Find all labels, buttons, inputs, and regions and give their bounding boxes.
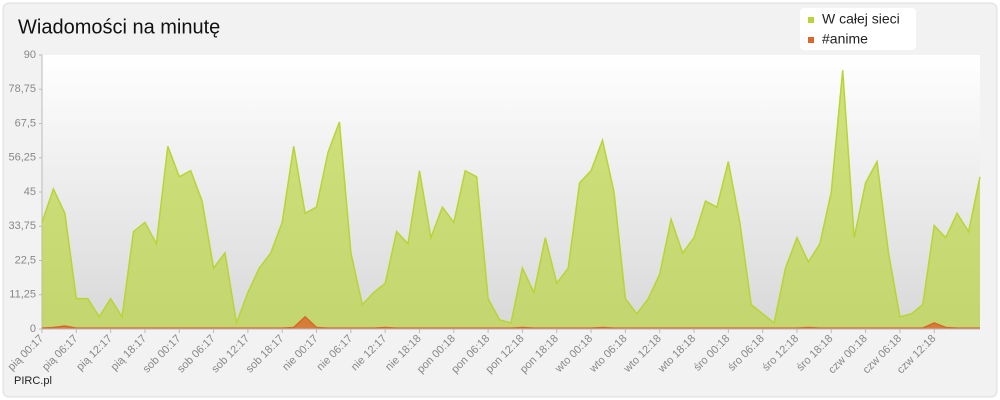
y-tick-label: 90 bbox=[24, 49, 36, 61]
credit: PIRC.pl bbox=[14, 375, 52, 387]
y-tick-label: 11,25 bbox=[9, 289, 36, 301]
chart-title: Wiadomości na minutę bbox=[18, 16, 220, 38]
series-line bbox=[41, 315, 980, 329]
y-tick-label: 67,5 bbox=[15, 117, 36, 129]
y-tick-label: 56,25 bbox=[8, 152, 36, 164]
legend: W całej sieci #anime bbox=[800, 8, 916, 50]
legend-label: #anime bbox=[822, 31, 868, 47]
y-tick-label: 0 bbox=[30, 323, 36, 335]
legend-box bbox=[800, 8, 916, 50]
y-tick-label: 78,75 bbox=[8, 83, 36, 95]
legend-label: W całej sieci bbox=[822, 11, 900, 27]
y-tick-label: 33,75 bbox=[8, 220, 36, 232]
y-tick-label: 22,5 bbox=[15, 254, 36, 266]
series-line bbox=[41, 70, 981, 326]
legend-swatch bbox=[808, 37, 814, 43]
y-tick-label: 45 bbox=[24, 186, 36, 198]
legend-swatch bbox=[808, 17, 814, 23]
